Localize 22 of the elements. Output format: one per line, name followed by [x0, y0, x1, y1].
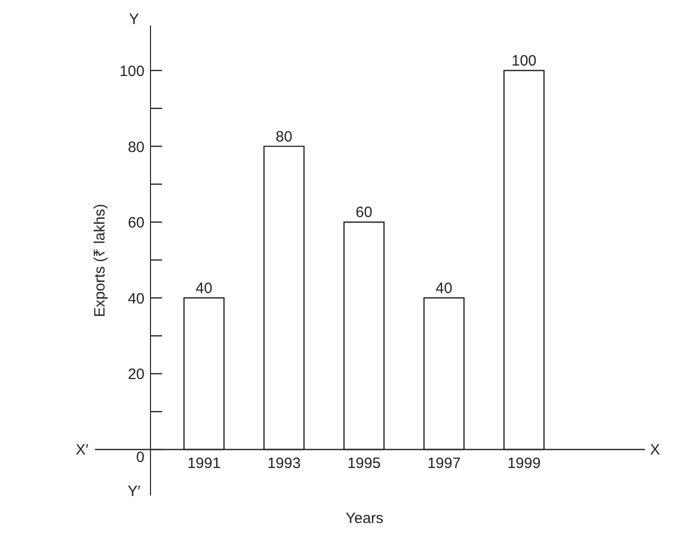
text: Y′ — [128, 483, 141, 500]
text: Y — [128, 11, 140, 28]
text: X — [650, 442, 660, 459]
x-tick-label: 1995 — [347, 455, 381, 472]
data-label: 100 — [511, 52, 537, 70]
x-tick-label: 1991 — [187, 455, 221, 472]
data-label: 60 — [356, 204, 372, 222]
x-tick-label: 1993 — [267, 455, 301, 472]
data-label: 40 — [196, 280, 212, 297]
y-tick-label: 100 — [119, 62, 144, 80]
y-axis-title: Exports (₹ lakhs) — [91, 204, 108, 318]
y-tick-label: 40 — [128, 290, 144, 308]
data-label: 80 — [276, 128, 292, 146]
y-tick-label: 60 — [128, 214, 144, 232]
data-label: 40 — [436, 280, 452, 297]
x-tick-label: 1997 — [427, 455, 461, 472]
y-tick-label: 0 — [136, 449, 144, 466]
x-tick-label: 1999 — [507, 455, 541, 472]
y-tick-label: 20 — [128, 366, 144, 384]
x-axis-title: Years — [346, 510, 384, 528]
y-tick-label: 80 — [128, 138, 144, 156]
text: X′ — [76, 442, 89, 459]
